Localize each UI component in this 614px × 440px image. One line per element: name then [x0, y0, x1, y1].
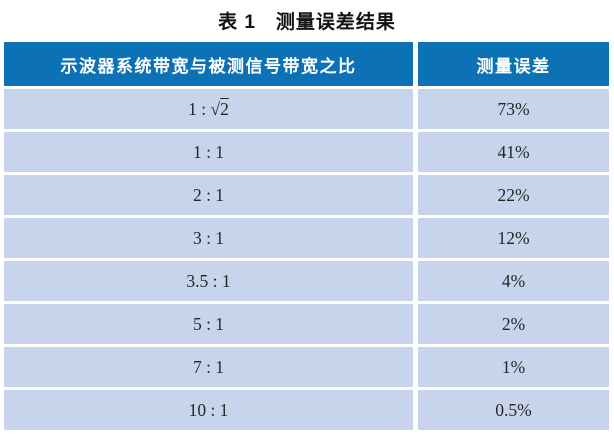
error-cell: 2% [418, 304, 609, 344]
error-cell: 1% [418, 347, 609, 387]
column-header-bandwidth-ratio: 示波器系统带宽与被测信号带宽之比 [4, 42, 413, 86]
ratio-cell: 2 : 1 [4, 175, 413, 215]
table-title: 表 1 测量误差结果 [218, 12, 396, 33]
error-cell: 12% [418, 218, 609, 258]
ratio-cell: 5 : 1 [4, 304, 413, 344]
measurement-error-table: 示波器系统带宽与被测信号带宽之比 测量误差 1 : √ 2 73% 1 : 1 4… [4, 42, 609, 430]
ratio-cell: 7 : 1 [4, 347, 413, 387]
ratio-cell: 1 : √ 2 [4, 89, 413, 129]
error-cell: 73% [418, 89, 609, 129]
error-cell: 0.5% [418, 390, 609, 430]
column-header-measurement-error: 测量误差 [418, 42, 609, 86]
ratio-cell: 3 : 1 [4, 218, 413, 258]
ratio-cell: 1 : 1 [4, 132, 413, 172]
ratio-cell: 3.5 : 1 [4, 261, 413, 301]
error-cell: 4% [418, 261, 609, 301]
error-cell: 22% [418, 175, 609, 215]
error-cell: 41% [418, 132, 609, 172]
ratio-cell: 10 : 1 [4, 390, 413, 430]
